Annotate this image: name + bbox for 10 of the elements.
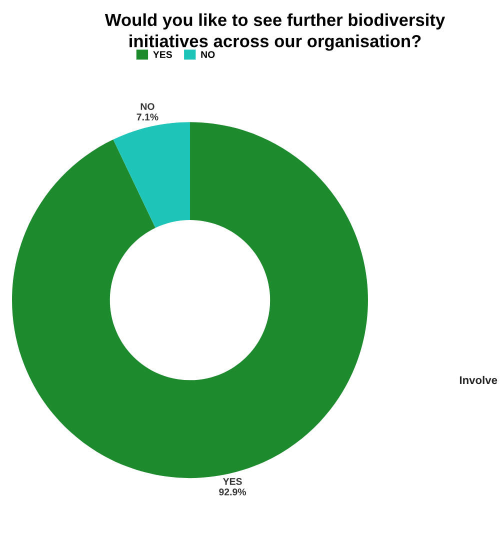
data-label: 92.9% (219, 488, 246, 496)
slice-label: YES (222, 478, 242, 485)
donut-slice (113, 122, 190, 228)
donut-slice (12, 122, 368, 478)
legend-label: YES (153, 51, 172, 58)
data-label: 7.1% (136, 114, 158, 120)
text: Involve (460, 376, 498, 384)
legend-label: NO (201, 51, 215, 58)
slice-label: NO (140, 103, 154, 110)
chart-title: Would you like to see further biodiversity initiatives across our organisation? (104, 13, 446, 51)
